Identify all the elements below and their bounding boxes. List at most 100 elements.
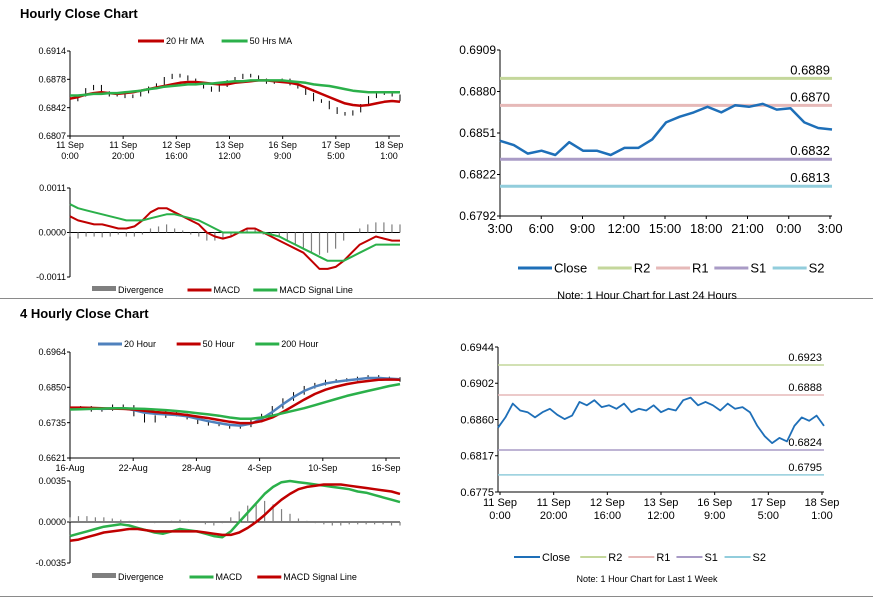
series-line-macd (69, 479, 401, 539)
level-label-s1: 0.6832 (790, 143, 830, 158)
y-tick-label: 0.0000 (38, 517, 66, 527)
y-tick-label: 0.6735 (38, 418, 66, 428)
series-line-50-hrs-ma (70, 79, 400, 97)
x-tick-label: 3:00 (487, 221, 512, 236)
legend-label-macd: MACD (214, 285, 241, 295)
y-tick-label: 0.6880 (459, 85, 496, 99)
x-tick-label: 18 Sep (805, 497, 840, 509)
x-tick-label: 9:00 (570, 221, 595, 236)
legend-label-20-hr-ma: 20 Hr MA (166, 36, 204, 46)
x-tick-label: 11 Sep (109, 140, 137, 150)
legend-swatch-divergence (92, 573, 116, 578)
x-tick-label: 11 Sep (483, 497, 517, 509)
hourly-macd-chart: 0.0011 0.0000 -0.0011 Divergence MACD MACD Si… (36, 183, 401, 295)
series-line-macd-signal-line (69, 203, 400, 262)
series-line-50-hour (70, 378, 401, 425)
x-tick-label: 20:00 (112, 151, 135, 161)
x-tick-label: 17 Sep (751, 497, 786, 509)
x-tick-label: 9:00 (274, 151, 292, 161)
legend-label-macd: MACD (216, 572, 243, 582)
y-tick-label: 0.6775 (460, 487, 494, 499)
x-tick-label: 15:00 (649, 221, 682, 236)
x-tick-label: 0:00 (61, 151, 79, 161)
x-tick-label: 9:00 (704, 510, 725, 522)
x-tick-label: 21:00 (731, 221, 764, 236)
x-tick-label: 13 Sep (215, 140, 244, 150)
x-tick-label: 6:00 (529, 221, 554, 236)
chart-note: Note: 1 Hour Chart for Last 24 Hours (557, 290, 737, 302)
y-tick-label: 0.0000 (38, 228, 66, 238)
level-label-r2: 0.6923 (788, 352, 822, 364)
legend-swatch-divergence (92, 286, 116, 291)
legend-label-macd-signal-line: MACD Signal Line (279, 285, 353, 295)
y-tick-label: 0.6860 (460, 414, 494, 426)
legend-label-r2: R2 (634, 261, 651, 276)
four-hourly-section-title: 4 Hourly Close Chart (20, 306, 149, 321)
x-tick-label: 12:00 (218, 151, 241, 161)
x-tick-label: 16 Sep (697, 497, 732, 509)
series-line-macd-signal-line (69, 483, 401, 542)
x-tick-label: 13 Sep (644, 497, 679, 509)
x-tick-label: 16:00 (165, 151, 188, 161)
y-tick-label: 0.6909 (459, 43, 496, 57)
x-tick-label: 18:00 (690, 221, 723, 236)
x-tick-label: 17 Sep (322, 140, 351, 150)
x-tick-label: 20:00 (540, 510, 568, 522)
x-tick-label: 16 Sep (268, 140, 297, 150)
series-line-close (499, 102, 833, 157)
y-tick-label: 0.6792 (459, 209, 496, 223)
x-tick-label: 10-Sep (308, 463, 337, 473)
x-tick-label: 12:00 (647, 510, 675, 522)
legend-label-s1: S1 (750, 261, 766, 276)
y-tick-label: -0.0035 (35, 558, 66, 568)
x-tick-label: 11 Sep (56, 140, 84, 150)
legend-label-50-hrs-ma: 50 Hrs MA (250, 36, 293, 46)
y-tick-label: 0.6878 (38, 74, 66, 84)
legend-label-r1: R1 (692, 261, 709, 276)
y-tick-label: 0.0035 (38, 476, 66, 486)
legend-label-divergence: Divergence (118, 285, 164, 295)
y-tick-label: 0.6851 (459, 126, 496, 140)
four-hourly-macd-chart: 0.0035 0.0000 -0.0035 Divergence MACD MACD Si… (35, 476, 401, 582)
legend-label-close: Close (542, 552, 570, 564)
level-label-s1: 0.6824 (788, 437, 822, 449)
legend-label-r1: R1 (656, 552, 670, 564)
series-line-close (497, 396, 825, 444)
legend-label-r2: R2 (608, 552, 622, 564)
bottom-divider (0, 596, 873, 597)
legend-label-200-hour: 200 Hour (281, 339, 318, 349)
x-tick-label: 16-Aug (55, 463, 84, 473)
x-tick-label: 12:00 (607, 221, 640, 236)
y-tick-label: -0.0011 (36, 272, 66, 282)
level-label-r1: 0.6888 (788, 382, 822, 394)
series-line-200-hour (69, 382, 401, 421)
y-tick-label: 0.6842 (38, 103, 66, 113)
chart-note: Note: 1 Hour Chart for Last 1 Week (577, 574, 718, 584)
x-tick-label: 5:00 (758, 510, 779, 522)
legend-label-close: Close (554, 261, 587, 276)
x-tick-label: 11 Sep (537, 497, 571, 509)
level-label-s2: 0.6795 (788, 462, 822, 474)
level-label-s2: 0.6813 (790, 170, 830, 185)
x-tick-label: 1:00 (811, 510, 832, 522)
legend-label-s2: S2 (809, 261, 825, 276)
x-tick-label: 1:00 (380, 151, 398, 161)
legend-label-s2: S2 (753, 552, 766, 564)
y-tick-label: 0.0011 (39, 183, 66, 193)
section-divider (0, 298, 873, 299)
x-tick-label: 5:00 (327, 151, 345, 161)
y-tick-label: 0.6817 (460, 451, 494, 463)
x-tick-label: 16-Sep (371, 463, 400, 473)
hourly-section-title: Hourly Close Chart (20, 6, 138, 21)
y-tick-label: 0.6914 (38, 46, 66, 56)
y-tick-label: 0.6944 (460, 342, 494, 354)
x-tick-label: 22-Aug (119, 463, 148, 473)
level-label-r2: 0.6889 (790, 62, 830, 77)
x-tick-label: 0:00 (776, 221, 801, 236)
x-tick-label: 18 Sep (375, 140, 404, 150)
x-tick-label: 12 Sep (162, 140, 191, 150)
x-tick-label: 28-Aug (182, 463, 211, 473)
x-tick-label: 0:00 (489, 510, 510, 522)
